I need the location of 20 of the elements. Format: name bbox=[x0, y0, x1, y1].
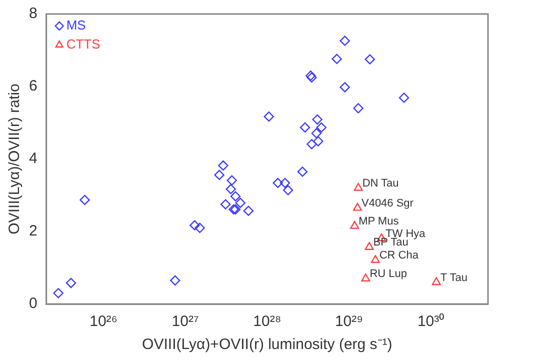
y-tick-label: 8 bbox=[29, 5, 38, 22]
y-tick-label: 0 bbox=[29, 295, 38, 312]
x-tick-label: 10²⁷ bbox=[172, 313, 199, 330]
x-tick-label: 10²⁶ bbox=[90, 313, 118, 330]
annotation: V4046 Sgr bbox=[361, 197, 414, 210]
x-tick-label: 10²⁹ bbox=[334, 313, 364, 330]
x-tick-label: 10³⁰ bbox=[417, 313, 444, 330]
legend-label: CTTS bbox=[66, 36, 101, 52]
legend-label: MS bbox=[66, 18, 86, 33]
y-tick-label: 6 bbox=[29, 78, 38, 95]
annotation: RU Lup bbox=[370, 268, 407, 280]
y-axis-title: OVIII(Lyα)/OVII(r) ratio bbox=[6, 84, 24, 234]
y-tick-label: 2 bbox=[29, 222, 38, 240]
annotation: MP Mus bbox=[358, 216, 400, 228]
annotation: CR Cha bbox=[379, 250, 420, 262]
y-tick-label: 4 bbox=[29, 150, 38, 168]
annotation: DN Tau bbox=[362, 178, 399, 190]
annotation: T Tau bbox=[440, 272, 468, 284]
x-tick-label: 10²⁸ bbox=[253, 313, 282, 330]
x-axis-title: OVIII(Lyα)+OVII(r) luminosity (erg s⁻¹) bbox=[142, 336, 392, 354]
